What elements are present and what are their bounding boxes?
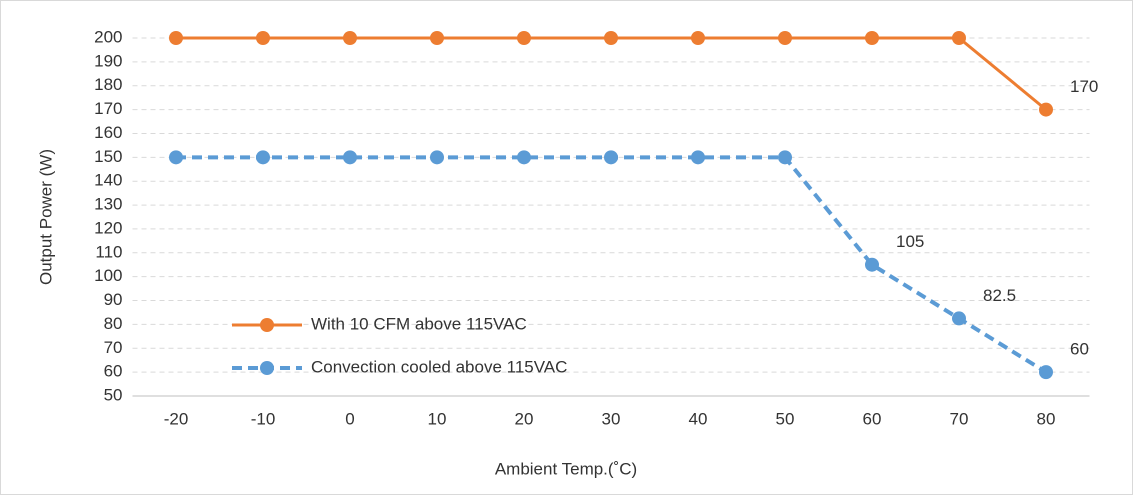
y-axis-label: Output Power (W) [36, 149, 55, 285]
data-point [169, 150, 183, 165]
y-tick-label: 160 [94, 123, 122, 142]
x-tick-label: 60 [863, 409, 882, 428]
y-tick-label: 90 [104, 290, 123, 309]
x-axis-label: Ambient Temp.(˚C) [495, 459, 637, 478]
x-tick-label: 50 [776, 409, 795, 428]
data-point [865, 31, 879, 45]
x-tick-label: 10 [428, 409, 447, 428]
data-point [1039, 365, 1053, 380]
x-tick-label: -10 [251, 409, 276, 428]
x-tick-label: 80 [1037, 409, 1056, 428]
data-point [952, 31, 966, 45]
data-point [343, 150, 357, 165]
data-point [517, 150, 531, 165]
y-tick-label: 140 [94, 171, 122, 190]
data-point [517, 31, 531, 45]
data-point [256, 31, 270, 45]
data-point [778, 31, 792, 45]
data-point [691, 150, 705, 165]
y-tick-label: 110 [95, 242, 122, 261]
y-tick-label: 150 [94, 147, 122, 166]
y-tick-label: 80 [104, 314, 123, 333]
y-tick-label: 180 [94, 75, 122, 94]
legend-label: Convection cooled above 115VAC [311, 357, 567, 376]
data-point [865, 257, 879, 272]
data-point [430, 150, 444, 165]
y-tick-label: 50 [104, 385, 123, 404]
data-point [256, 150, 270, 165]
data-point [604, 150, 618, 165]
x-tick-label: -20 [164, 409, 189, 428]
x-tick-label: 70 [950, 409, 969, 428]
data-point [691, 31, 705, 45]
data-point [778, 150, 792, 165]
y-tick-label: 100 [94, 266, 122, 285]
data-point [430, 31, 444, 45]
data-label: 60 [1070, 340, 1089, 359]
data-point [169, 31, 183, 45]
data-point [952, 311, 966, 326]
data-label: 170 [1070, 77, 1098, 96]
y-tick-label: 70 [104, 338, 123, 357]
legend-swatch-marker [260, 318, 274, 332]
y-tick-label: 120 [94, 218, 122, 237]
data-label: 82.5 [983, 286, 1016, 305]
legend-label: With 10 CFM above 115VAC [311, 314, 527, 333]
y-tick-label: 200 [94, 27, 122, 46]
y-tick-label: 190 [94, 51, 122, 70]
data-label: 105 [896, 232, 924, 251]
legend-swatch-marker [260, 361, 274, 375]
y-tick-label: 60 [104, 362, 123, 381]
data-point [1039, 102, 1053, 117]
data-point [343, 31, 357, 45]
x-tick-label: 0 [345, 409, 354, 428]
y-tick-label: 170 [94, 99, 122, 118]
x-tick-label: 20 [515, 409, 534, 428]
data-point [604, 31, 618, 45]
x-tick-label: 40 [689, 409, 708, 428]
y-tick-label: 130 [94, 195, 122, 214]
x-tick-label: 30 [602, 409, 621, 428]
